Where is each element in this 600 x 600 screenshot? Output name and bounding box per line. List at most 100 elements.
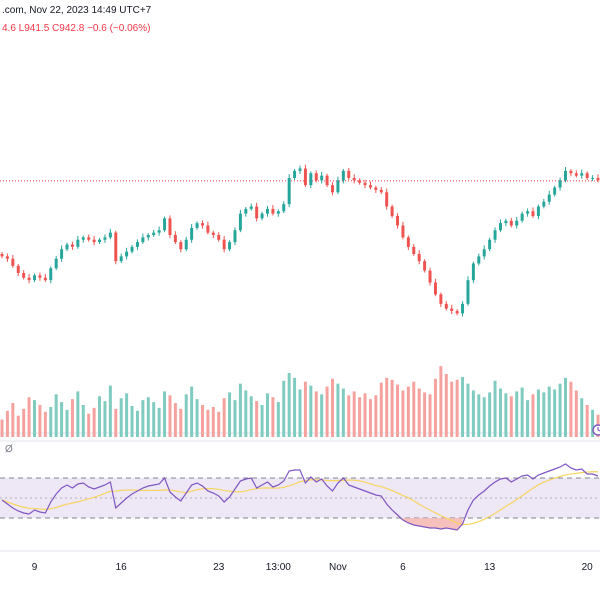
volume-bar [255,401,259,437]
x-tick-label: 23 [213,562,225,573]
volume-bar [276,402,280,437]
volume-bar [228,392,232,437]
volume-bar [119,398,123,437]
volume-bar [49,406,53,437]
volume-bar [466,383,470,437]
volume-bar [16,415,20,437]
candle-body [184,239,188,250]
candle-body [455,311,459,314]
volume-bar [190,386,194,437]
volume-bar [266,393,269,437]
candle-body [11,258,15,266]
volume-bar [406,386,410,437]
volume-bar [509,396,513,437]
volume-bar [141,400,145,437]
candle-body [135,242,139,247]
volume-bar [125,393,129,437]
candle-body [146,235,150,238]
candle-body [92,239,96,243]
volume-bar [444,373,448,437]
candle-body [157,230,161,233]
candle-body [547,194,551,202]
x-tick-label: 13 [484,562,496,573]
volume-bar [331,378,334,437]
candle-body [542,201,546,207]
volume-bar [233,400,237,437]
volume-bar [309,385,313,437]
clock-icon[interactable] [592,424,600,436]
candle-body [477,256,481,264]
candle-body [0,254,4,257]
candle-body [282,204,286,212]
candle-body [43,277,47,281]
volume-bar [65,409,69,437]
volume-bar [401,390,405,437]
volume-bar [271,397,275,437]
candle-body [596,178,600,181]
candle-body [33,275,36,281]
volume-bar [81,404,85,437]
candle-body [233,230,237,243]
ohlc-readout: 4.6 L941.5 C942.8 −0.6 (−0.06%) [2,23,150,34]
candle-body [211,232,215,235]
candle-body [331,185,334,193]
candle-body [379,189,383,193]
candle-body [385,192,389,207]
candle-body [498,223,502,231]
candle-body [141,237,145,243]
volume-bar [303,381,307,437]
volume-bar [336,383,340,437]
candle-body [390,206,394,216]
candle-body [374,187,378,190]
volume-bar [368,399,372,437]
volume-bar [11,403,15,437]
candle-body [368,185,372,188]
candle-body [504,220,508,224]
volume-bar [146,397,150,437]
volume-bar [70,399,74,437]
x-tick-label: Nov [329,562,347,573]
indicator-label: Ø [5,444,13,455]
candle-body [163,218,167,231]
volume-bar [222,398,226,437]
volume-bar [396,384,400,437]
volume-bar [168,395,172,437]
volume-bar [515,391,519,437]
candle-body [450,308,454,311]
candle-body [406,237,410,247]
volume-bar [179,408,183,437]
candle-body [190,227,194,240]
volume-bar [471,390,475,437]
candle-body [244,208,248,214]
x-tick-label: 16 [116,562,128,573]
volume-bar [450,381,454,437]
volume-bar [184,394,188,437]
volume-bar [482,397,486,437]
candle-body [558,180,562,188]
candle-body [325,175,329,186]
volume-bar [244,390,248,437]
volume-bar [173,403,177,437]
rsi-layer [1,463,599,531]
x-axis: 9 16 23 13:00 Nov 6 13 20 [32,562,593,573]
volume-bar [98,396,102,437]
volume-bar [249,396,253,437]
volume-bar [325,386,329,437]
volume-bar [363,393,367,437]
candle-body [114,232,118,262]
candle-body [260,213,264,219]
x-tick-label: 6 [400,562,406,573]
volume-bar [260,404,264,437]
candle-body [482,249,486,257]
candle-body [520,213,524,221]
volume-bar [38,404,42,437]
candle-body [179,242,183,250]
candle-body [536,206,540,216]
volume-bar [238,383,242,437]
candle-body [314,173,318,181]
volume-bar [320,394,324,437]
candle-body [293,170,297,178]
volume-bar [455,379,459,437]
volume-bar [87,413,91,437]
